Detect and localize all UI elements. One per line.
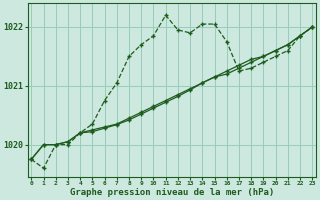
X-axis label: Graphe pression niveau de la mer (hPa): Graphe pression niveau de la mer (hPa) — [70, 188, 274, 197]
